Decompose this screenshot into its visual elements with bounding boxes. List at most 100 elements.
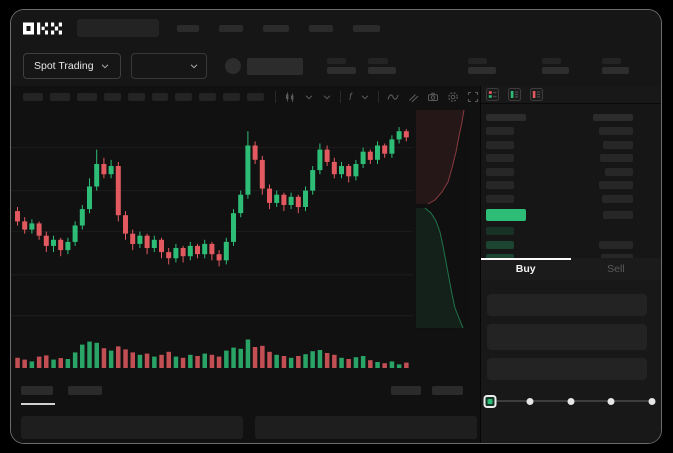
fullscreen-icon[interactable]: [467, 91, 479, 103]
price-placeholder: [485, 167, 514, 176]
nav-item-placeholder[interactable]: [263, 24, 289, 32]
orderbook-toolbar: [480, 86, 661, 104]
orders-rows: [21, 416, 477, 439]
indicators-icon[interactable]: f: [349, 91, 352, 103]
last-price-row[interactable]: [485, 206, 661, 223]
nav-item-placeholder[interactable]: [177, 24, 199, 32]
orderbook-bid-row[interactable]: [485, 251, 661, 258]
order-input-placeholder[interactable]: [486, 294, 647, 316]
pair-selector-dropdown[interactable]: [130, 53, 207, 79]
chevron-down-icon: [190, 64, 197, 69]
price-placeholder: [485, 181, 514, 190]
stat-value-placeholder: [541, 67, 569, 74]
interval-placeholder[interactable]: [50, 93, 70, 101]
market-type-dropdown[interactable]: Spot Trading: [23, 53, 121, 79]
amount-placeholder: [600, 154, 633, 163]
interval-placeholder[interactable]: [223, 93, 240, 101]
slider-stop[interactable]: [567, 397, 575, 405]
chevron-down-icon[interactable]: [360, 92, 370, 102]
interval-placeholder[interactable]: [128, 93, 145, 101]
price-placeholder: [485, 127, 514, 136]
right-panel: Buy Sell: [479, 86, 661, 443]
orderbook-split-icon[interactable]: [485, 87, 499, 101]
orders-row-placeholder: [21, 416, 244, 439]
toolbar-separator: [275, 91, 276, 103]
chart-toolbar: f: [11, 86, 480, 108]
interval-placeholder[interactable]: [175, 93, 192, 101]
order-input-placeholder[interactable]: [486, 358, 647, 380]
chevron-down-icon: [101, 64, 108, 69]
slider-stop[interactable]: [607, 397, 615, 405]
amount-placeholder: [605, 167, 633, 176]
chevron-down-icon[interactable]: [304, 92, 314, 102]
orders-row-placeholder: [255, 416, 477, 439]
orders-panel: [11, 370, 480, 443]
orders-tab-placeholders: [21, 386, 102, 395]
nav-item-placeholder[interactable]: [219, 24, 243, 32]
slider-stop[interactable]: [526, 397, 534, 405]
order-input-placeholder[interactable]: [486, 324, 647, 350]
interval-placeholder[interactable]: [199, 93, 216, 101]
draw-icon[interactable]: [407, 91, 419, 103]
stat-label-placeholder: [601, 58, 621, 64]
orderbook-ask-row[interactable]: [485, 124, 661, 138]
orderbook-ask-row[interactable]: [485, 138, 661, 152]
pair-name-placeholder: [246, 57, 303, 75]
toolbar-separator: [340, 91, 341, 103]
nav-item-placeholder[interactable]: [353, 24, 380, 32]
orderbook-ask-row[interactable]: [485, 192, 661, 206]
interval-placeholder[interactable]: [152, 93, 168, 101]
amount-slider[interactable]: [481, 394, 661, 408]
okx-logo[interactable]: [23, 22, 63, 35]
toolbar-icons: f: [275, 91, 479, 103]
slider-stop[interactable]: [648, 397, 656, 405]
orders-tab-placeholder[interactable]: [21, 386, 53, 395]
ticker-stat: [467, 58, 496, 74]
orderbook-bids-icon[interactable]: [507, 87, 521, 101]
chart-column: f: [11, 86, 480, 443]
toolbar-separator: [377, 91, 379, 103]
topnav-items: [177, 24, 380, 32]
orders-tab-placeholder[interactable]: [68, 386, 102, 395]
orderbook-ask-row[interactable]: [485, 165, 661, 179]
nav-item-placeholder[interactable]: [309, 24, 333, 32]
orders-link-placeholder[interactable]: [431, 386, 463, 395]
trade-tabs: Buy Sell: [480, 257, 661, 280]
price-chart-svg[interactable]: [11, 108, 471, 370]
search-input[interactable]: [77, 19, 159, 37]
settings-icon[interactable]: [447, 91, 459, 103]
ticker-stat: [601, 58, 629, 74]
interval-placeholder[interactable]: [247, 93, 264, 101]
camera-icon[interactable]: [427, 91, 439, 103]
orderbook-bid-row[interactable]: [485, 224, 661, 238]
trade-tab-sell[interactable]: Sell: [607, 262, 625, 275]
stat-value-placeholder: [367, 67, 396, 74]
slider-handle[interactable]: [483, 394, 497, 408]
chevron-down-icon[interactable]: [322, 92, 332, 102]
top-nav: [11, 10, 661, 46]
interval-placeholder[interactable]: [104, 93, 121, 101]
orderbook-ask-row[interactable]: [485, 178, 661, 192]
wave-icon[interactable]: [387, 91, 399, 103]
ticker-stat: [367, 58, 396, 74]
chart-style-icon[interactable]: [284, 91, 296, 103]
orderbook-bid-row[interactable]: [485, 238, 661, 252]
interval-placeholder[interactable]: [23, 93, 43, 101]
trade-tab-buy[interactable]: Buy: [480, 257, 572, 280]
orderbook-rows: [481, 104, 661, 258]
price-placeholder: [485, 140, 514, 149]
orders-link-placeholder[interactable]: [390, 386, 421, 395]
orderbook-ask-row[interactable]: [485, 151, 661, 165]
price-placeholder: [485, 254, 514, 258]
ticker-stat: [326, 58, 356, 74]
interval-placeholder[interactable]: [77, 93, 97, 101]
amount-placeholder: [603, 140, 633, 149]
slider-handle-fill: [487, 398, 493, 404]
amount-placeholder: [601, 254, 633, 258]
orders-links: [390, 386, 463, 395]
orderbook-asks-icon[interactable]: [529, 87, 543, 101]
main-split: f: [11, 86, 661, 443]
price-placeholder: [485, 154, 514, 163]
price-placeholder: [485, 114, 526, 122]
slider-track[interactable]: [483, 394, 656, 408]
